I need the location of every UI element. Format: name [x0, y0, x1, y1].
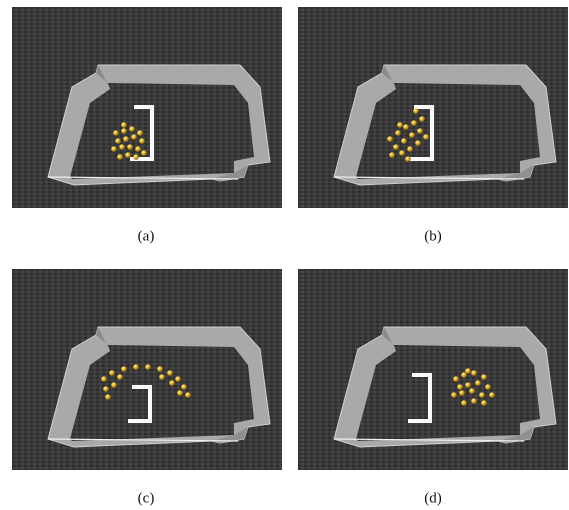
robot: [457, 384, 463, 390]
robot: [111, 146, 117, 152]
robot: [137, 130, 143, 136]
robot: [469, 388, 475, 394]
panel-caption: (a): [138, 228, 155, 244]
robot: [101, 376, 107, 382]
robot: [117, 154, 123, 160]
robot: [167, 370, 173, 376]
robot: [489, 392, 495, 398]
robot: [157, 366, 163, 372]
robot: [125, 152, 131, 158]
robot: [121, 122, 127, 128]
robot: [465, 382, 471, 388]
robot: [169, 380, 175, 386]
robot: [405, 156, 411, 162]
robot: [411, 120, 417, 126]
robot: [475, 380, 481, 386]
robot: [129, 126, 135, 132]
robot: [119, 144, 125, 150]
robot: [453, 376, 459, 382]
robot: [413, 108, 419, 114]
robot: [393, 144, 399, 150]
panel: [298, 269, 568, 470]
robot: [423, 134, 429, 140]
panel: [12, 269, 282, 470]
robot: [461, 372, 467, 378]
robot: [141, 150, 147, 156]
robot: [105, 394, 111, 400]
robot: [459, 390, 465, 396]
robot: [465, 368, 471, 374]
robot: [145, 364, 151, 370]
robot: [399, 150, 405, 156]
robot: [387, 136, 393, 142]
panel: [12, 7, 282, 208]
robot: [109, 370, 115, 376]
robot: [395, 130, 401, 136]
panel-caption: (b): [424, 228, 442, 244]
robot: [181, 384, 187, 390]
robot: [127, 144, 133, 150]
robot: [139, 138, 145, 144]
robot: [177, 390, 183, 396]
robot: [471, 370, 477, 376]
robot: [121, 366, 127, 372]
robot: [479, 392, 485, 398]
robot: [451, 392, 457, 398]
robot: [389, 152, 395, 158]
robot: [115, 138, 121, 144]
robot: [415, 140, 421, 146]
robot: [135, 146, 141, 152]
robot: [417, 128, 423, 134]
figure: (a) (b) (c) (d): [0, 0, 569, 510]
robot: [409, 132, 415, 138]
panel: [298, 7, 568, 208]
robot: [121, 128, 127, 134]
robot: [133, 154, 139, 160]
robot: [461, 400, 467, 406]
robot: [471, 398, 477, 404]
robot: [397, 122, 403, 128]
robot: [419, 116, 425, 122]
panel-caption: (c): [138, 490, 155, 506]
robot: [133, 364, 139, 370]
robot: [185, 392, 191, 398]
robot: [403, 124, 409, 130]
robot: [481, 374, 487, 380]
robot: [123, 136, 129, 142]
robot: [117, 374, 123, 380]
robot: [131, 134, 137, 140]
robot: [111, 382, 117, 388]
robot: [175, 376, 181, 382]
robot: [407, 146, 413, 152]
robot: [159, 374, 165, 380]
panel-caption: (d): [424, 490, 442, 506]
robot: [481, 400, 487, 406]
robot: [401, 138, 407, 144]
robot: [103, 386, 109, 392]
robot: [485, 384, 491, 390]
robot: [113, 130, 119, 136]
